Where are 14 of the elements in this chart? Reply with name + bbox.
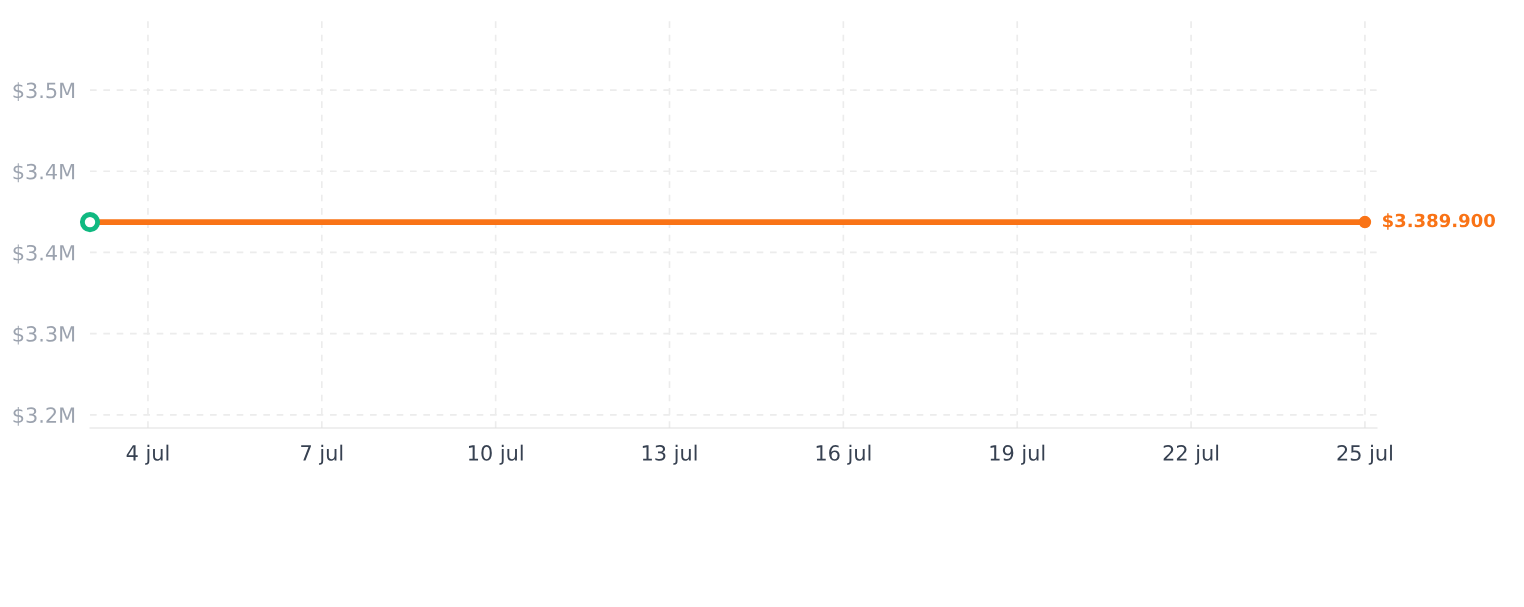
y-tick-label: $3.5M	[13, 82, 75, 102]
x-tick-label: 7 jul	[301, 444, 343, 465]
x-tick-label: 19 jul	[990, 444, 1045, 465]
x-tick-label: 13 jul	[642, 444, 697, 465]
x-tick-label: 10 jul	[468, 444, 523, 465]
x-tick-label: 16 jul	[816, 444, 871, 465]
x-tick-label: 22 jul	[1163, 444, 1219, 465]
y-tick-label: $3.2M	[13, 406, 75, 426]
y-tick-label: $3.4M	[13, 163, 75, 183]
y-tick-label: $3.4M	[13, 244, 75, 264]
y-tick-label: $3.3M	[13, 325, 75, 345]
data-label: $3.389.900	[1383, 213, 1495, 230]
x-tick-label: 25 jul	[1337, 444, 1392, 465]
x-tick-label: 4 jul	[126, 444, 169, 465]
